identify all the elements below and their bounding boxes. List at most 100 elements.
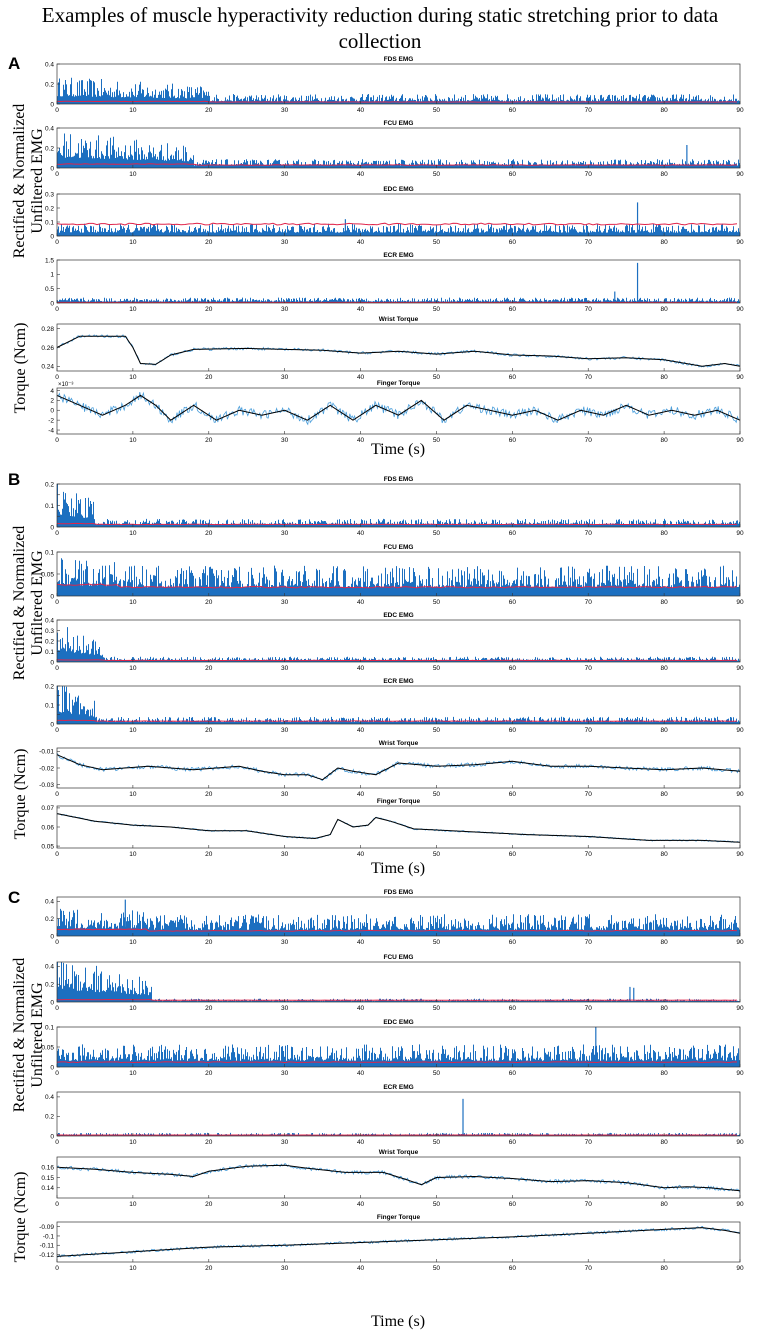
x-tick-label: 60	[509, 374, 517, 381]
x-tick-label: 70	[585, 791, 593, 798]
x-tick-label: 70	[585, 1070, 593, 1077]
figure-title-line-1: Examples of muscle hyperactivity reducti…	[41, 3, 719, 27]
x-tick-label: 60	[509, 171, 517, 178]
x-tick-label: 0	[55, 374, 59, 381]
torque-raw-trace	[56, 1162, 741, 1193]
subplot-title: EDC EMG	[383, 1019, 413, 1026]
y-tick-label: 0.1	[45, 702, 54, 709]
axes-box	[56, 323, 741, 372]
y-tick-label: 0.4	[45, 1094, 54, 1101]
x-tick-label: 80	[660, 851, 668, 858]
y-tick-label: 0.4	[45, 964, 54, 971]
x-tick-label: 30	[281, 374, 289, 381]
y-tick-label: 2	[50, 398, 54, 405]
x-tick-label: 40	[357, 1005, 365, 1012]
x-tick-label: 30	[281, 1005, 289, 1012]
x-tick-label: 10	[129, 530, 137, 537]
x-tick-label: 50	[433, 1139, 441, 1146]
subplot-a-fcu-emg: FCU EMG 0 10 20 30 40 50 60 70 80 90 0 0.2 0.4	[45, 120, 744, 178]
y-tick-label: 0.1	[45, 649, 54, 656]
x-tick-label: 40	[357, 727, 365, 734]
y-tick-label: -2	[48, 417, 54, 424]
x-tick-label: 50	[433, 239, 441, 246]
y-tick-label: 0.1	[45, 219, 54, 226]
x-tick-label: 50	[433, 939, 441, 946]
y-tick-label: 0.05	[41, 571, 54, 578]
y-tick-label: 1.5	[45, 257, 54, 264]
x-tick-label: 50	[433, 599, 441, 606]
x-tick-label: 0	[55, 1070, 59, 1077]
subplot-b-fcu-emg: FCU EMG 0 10 20 30 40 50 60 70 80 90 0 0.05 0.1	[41, 544, 744, 606]
x-tick-label: 60	[509, 107, 517, 114]
x-tick-label: 10	[129, 1201, 137, 1208]
torque-filtered-trace	[56, 335, 741, 367]
x-tick-label: 80	[660, 107, 668, 114]
y-tick-label: 0	[50, 300, 54, 307]
subplot-b-ecr-emg: ECR EMG 0 10 20 30 40 50 60 70 80 90 0 0.1 0.2	[45, 678, 744, 734]
x-tick-label: 60	[509, 239, 517, 246]
x-tick-label: 60	[509, 939, 517, 946]
y-tick-label: 0.2	[45, 1114, 54, 1121]
y-tick-label: 0.05	[41, 1044, 54, 1051]
x-tick-label: 80	[660, 530, 668, 537]
x-tick-label: 10	[129, 1139, 137, 1146]
subplot-title: FDS EMG	[384, 56, 414, 63]
x-tick-label: 90	[736, 939, 744, 946]
x-tick-label: 50	[433, 374, 441, 381]
x-tick-label: 40	[357, 1201, 365, 1208]
x-tick-label: 50	[433, 437, 441, 444]
x-tick-label: 90	[736, 530, 744, 537]
x-tick-label: 40	[357, 851, 365, 858]
x-tick-label: 30	[281, 1201, 289, 1208]
x-tick-label: 70	[585, 1005, 593, 1012]
y-tick-label: 1	[50, 272, 54, 279]
x-tick-label: 60	[509, 530, 517, 537]
subplot-title: Finger Torque	[377, 1214, 421, 1221]
x-tick-label: 20	[205, 1201, 213, 1208]
x-tick-label: 40	[357, 306, 365, 313]
x-tick-label: 30	[281, 1139, 289, 1146]
x-tick-label: 40	[357, 107, 365, 114]
x-tick-label: 70	[585, 1201, 593, 1208]
x-tick-label: 40	[357, 171, 365, 178]
x-tick-label: 10	[129, 599, 137, 606]
x-tick-label: 30	[281, 791, 289, 798]
torque-filtered-trace	[56, 1227, 741, 1257]
x-tick-label: 60	[509, 599, 517, 606]
y-tick-label: 0	[50, 233, 54, 240]
x-tick-label: 70	[585, 851, 593, 858]
y-tick-label: -0.11	[40, 1243, 55, 1250]
x-tick-label: 90	[736, 1070, 744, 1077]
subplot-a-ecr-emg: ECR EMG 0 10 20 30 40 50 60 70 80 90 0 0.5 1 1.5	[45, 252, 744, 313]
x-tick-label: 30	[281, 239, 289, 246]
x-tick-label: 0	[55, 107, 59, 114]
y-tick-label: 0	[50, 933, 54, 940]
panel-label-a: A	[8, 54, 21, 73]
x-tick-label: 30	[281, 437, 289, 444]
x-tick-label: 50	[433, 1005, 441, 1012]
axes-box	[56, 961, 741, 1003]
x-tick-label: 90	[736, 851, 744, 858]
x-tick-label: 90	[736, 306, 744, 313]
axes-box	[56, 805, 741, 849]
x-tick-label: 80	[660, 791, 668, 798]
y-tick-label: -4	[48, 427, 54, 434]
y-exponent-label: ×10⁻³	[58, 382, 73, 388]
emg-trace	[57, 558, 740, 596]
y-tick-label: 0.05	[41, 843, 54, 850]
x-tick-label: 0	[55, 599, 59, 606]
x-tick-label: 80	[660, 239, 668, 246]
subplot-title: FCU EMG	[384, 544, 414, 551]
subplot-a-finger-torque: Finger Torque 0 10 20 30 40 50 60 70 80 90 -4 -2 0 2 4 ×…	[48, 380, 744, 444]
emg-envelope	[56, 222, 738, 226]
x-tick-label: 0	[55, 171, 59, 178]
x-tick-label: 30	[281, 530, 289, 537]
x-tick-label: 80	[660, 1070, 668, 1077]
x-tick-label: 10	[129, 851, 137, 858]
x-tick-label: 20	[205, 437, 213, 444]
panel-label-b: B	[8, 470, 21, 489]
x-tick-label: 80	[660, 599, 668, 606]
x-tick-label: 10	[129, 171, 137, 178]
subplot-a-fds-emg: FDS EMG 0 10 20 30 40 50 60 70 80 90 0 0.2 0.4	[45, 56, 744, 114]
x-tick-label: 40	[357, 1139, 365, 1146]
